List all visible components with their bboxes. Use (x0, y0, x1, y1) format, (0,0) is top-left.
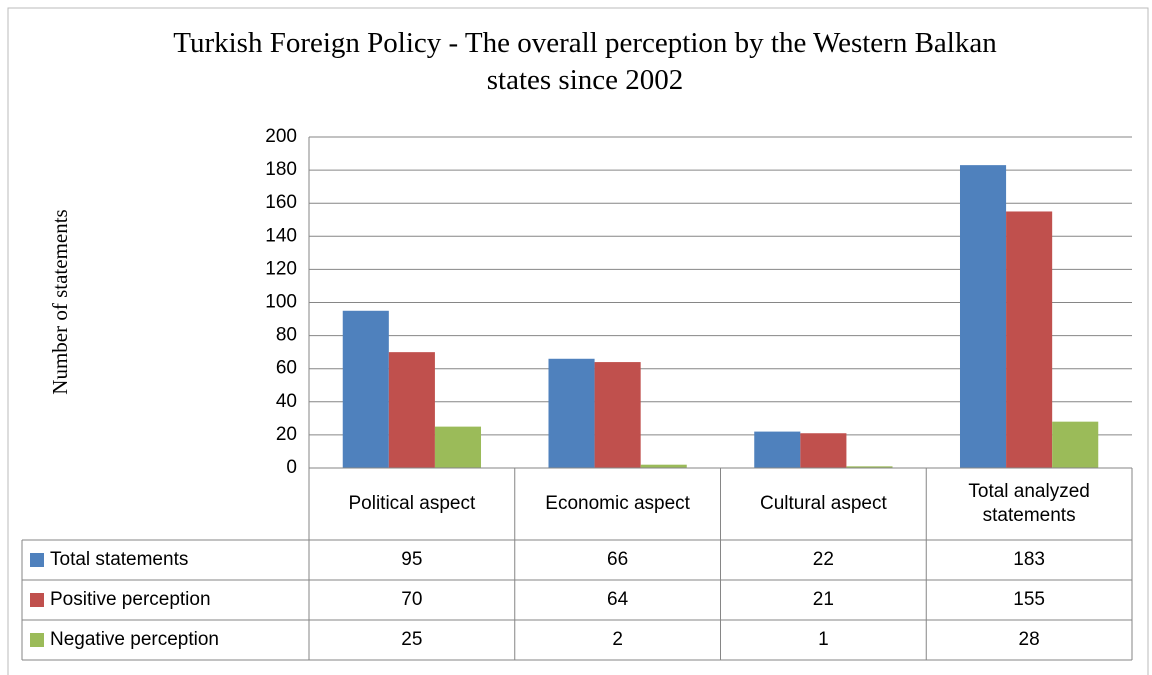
table-value: 95 (401, 549, 422, 570)
table-value: 66 (607, 549, 628, 570)
category-label: Total analyzed statements (968, 481, 1090, 526)
category-label: Political aspect (348, 493, 476, 514)
table-value: 64 (607, 589, 629, 610)
y-tick-label: 180 (265, 159, 297, 180)
table-value: 21 (813, 589, 834, 610)
table-value: 155 (1013, 589, 1045, 610)
legend-key (30, 633, 44, 647)
bar (434, 426, 482, 468)
bar (846, 466, 893, 468)
bar (754, 431, 801, 468)
table-value: 183 (1013, 549, 1045, 570)
bar (548, 358, 595, 468)
y-tick-label: 20 (276, 424, 297, 445)
legend-label: Negative perception (50, 629, 219, 650)
bar (594, 362, 641, 468)
y-tick-label: 200 (265, 126, 297, 147)
table-value: 25 (401, 629, 422, 650)
y-tick-label: 60 (276, 358, 297, 379)
legend-key (30, 553, 44, 567)
bar (800, 433, 847, 468)
bar (342, 310, 389, 468)
bar (1006, 211, 1053, 468)
legend-label: Positive perception (50, 589, 211, 610)
table-value: 2 (612, 629, 623, 650)
y-axis-label: Number of statements (48, 209, 72, 394)
y-tick-label: 120 (265, 258, 297, 279)
category-label: Cultural aspect (760, 493, 887, 514)
y-tick-label: 80 (276, 325, 297, 346)
title-box: Turkish Foreign Policy - The overall per… (173, 27, 997, 96)
legend-key (30, 593, 44, 607)
table-value: 70 (401, 589, 422, 610)
table-value: 1 (818, 629, 829, 650)
table-value: 28 (1019, 629, 1040, 650)
table-value: 22 (813, 549, 834, 570)
bar (640, 464, 687, 468)
bar (959, 165, 1007, 468)
y-tick-label: 160 (265, 192, 297, 213)
legend-label: Total statements (50, 549, 188, 570)
y-tick-label: 0 (286, 457, 297, 478)
chart-title: Turkish Foreign Policy - The overall per… (173, 27, 997, 96)
bar (388, 352, 435, 468)
chart-frame (7, 7, 1149, 675)
y-tick-label: 40 (276, 391, 297, 412)
y-tick-label: 140 (265, 225, 297, 246)
bar (1052, 421, 1099, 468)
category-label: Economic aspect (545, 493, 690, 514)
y-tick-label: 100 (265, 292, 297, 313)
